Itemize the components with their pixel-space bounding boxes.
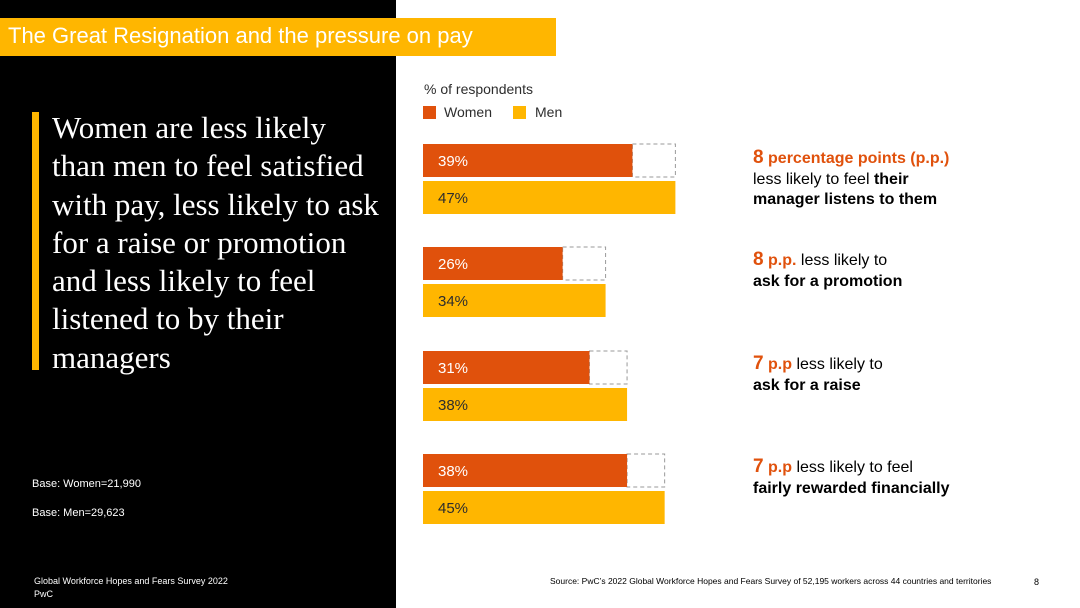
bar-label-men: 45%	[438, 500, 468, 517]
annotation-number: 7	[753, 456, 764, 477]
legend-label-women: Women	[444, 104, 492, 120]
footer-org: PwC	[34, 589, 54, 599]
bar-women	[423, 144, 633, 177]
annotation-bold-text: ask for a raise	[753, 376, 861, 394]
annotation-bold-text: fairly rewarded financially	[753, 479, 950, 497]
title-bar: The Great Resignation and the pressure o…	[0, 18, 556, 56]
annotation-promotion: 8 p.p. less likely to ask for a promotio…	[753, 249, 1043, 292]
annotation-raise: 7 p.p less likely to ask for a raise	[753, 353, 1043, 396]
gap-outline	[562, 246, 607, 281]
gap-outline	[626, 453, 666, 488]
annotation-bold-text: their	[873, 170, 909, 188]
bar-women	[423, 454, 628, 487]
annotation-number: 8	[753, 249, 764, 270]
annotation-bold-text: ask for a promotion	[753, 272, 903, 290]
bar-men	[423, 491, 665, 524]
bar-label-men: 38%	[438, 397, 468, 414]
annotation-unit: p.p.	[768, 252, 797, 269]
bar-label-men: 34%	[438, 293, 468, 310]
annotation-unit: p.p	[768, 356, 793, 373]
headline: Women are less likely than men to feel s…	[52, 110, 379, 375]
annotation-number: 8	[753, 147, 764, 168]
bar-label-women: 31%	[438, 360, 468, 377]
bar-label-women: 26%	[438, 256, 468, 273]
legend-label-men: Men	[535, 104, 563, 120]
annotation-unit: p.p	[768, 459, 793, 476]
annotation-text: less likely to	[792, 356, 883, 373]
accent-line	[32, 112, 39, 370]
annotation-text: less likely to	[796, 252, 888, 269]
bar-men	[423, 181, 676, 214]
chart-ylabel: % of respondents	[424, 81, 533, 97]
bar-men	[423, 388, 628, 421]
base-women: Base: Women=21,990	[32, 478, 141, 490]
annotation-unit: percentage points (p.p.)	[768, 150, 950, 167]
gap-outline	[588, 350, 628, 385]
bar-label-women: 39%	[438, 153, 468, 170]
bar-label-women: 38%	[438, 463, 468, 480]
slide-title: The Great Resignation and the pressure o…	[8, 23, 473, 48]
left-panel	[0, 0, 396, 608]
bar-women	[423, 351, 590, 384]
legend-swatch-women	[423, 106, 436, 119]
bar-label-men: 47%	[438, 190, 468, 207]
base-men: Base: Men=29,623	[32, 507, 125, 519]
gap-outline	[631, 143, 676, 178]
source-note: Source: PwC’s 2022 Global Workforce Hope…	[550, 576, 992, 586]
annotation-manager-listens: 8 percentage points (p.p.) less likely t…	[753, 147, 1043, 211]
footer-survey: Global Workforce Hopes and Fears Survey …	[34, 576, 228, 586]
page-number: 8	[1034, 577, 1040, 587]
annotation-number: 7	[753, 353, 764, 374]
legend-swatch-men	[513, 106, 526, 119]
annotation-text: less likely to feel	[753, 170, 874, 188]
annotation-fairly-rewarded: 7 p.p less likely to feel fairly rewarde…	[753, 456, 1043, 499]
annotation-bold-text: manager listens to them	[753, 191, 938, 208]
bar-women	[423, 247, 563, 280]
bar-men	[423, 284, 606, 317]
annotation-text: less likely to feel	[792, 459, 913, 476]
bar-chart: 39% 47% 26% 34% 31% 38% 38% 45%	[423, 143, 676, 524]
